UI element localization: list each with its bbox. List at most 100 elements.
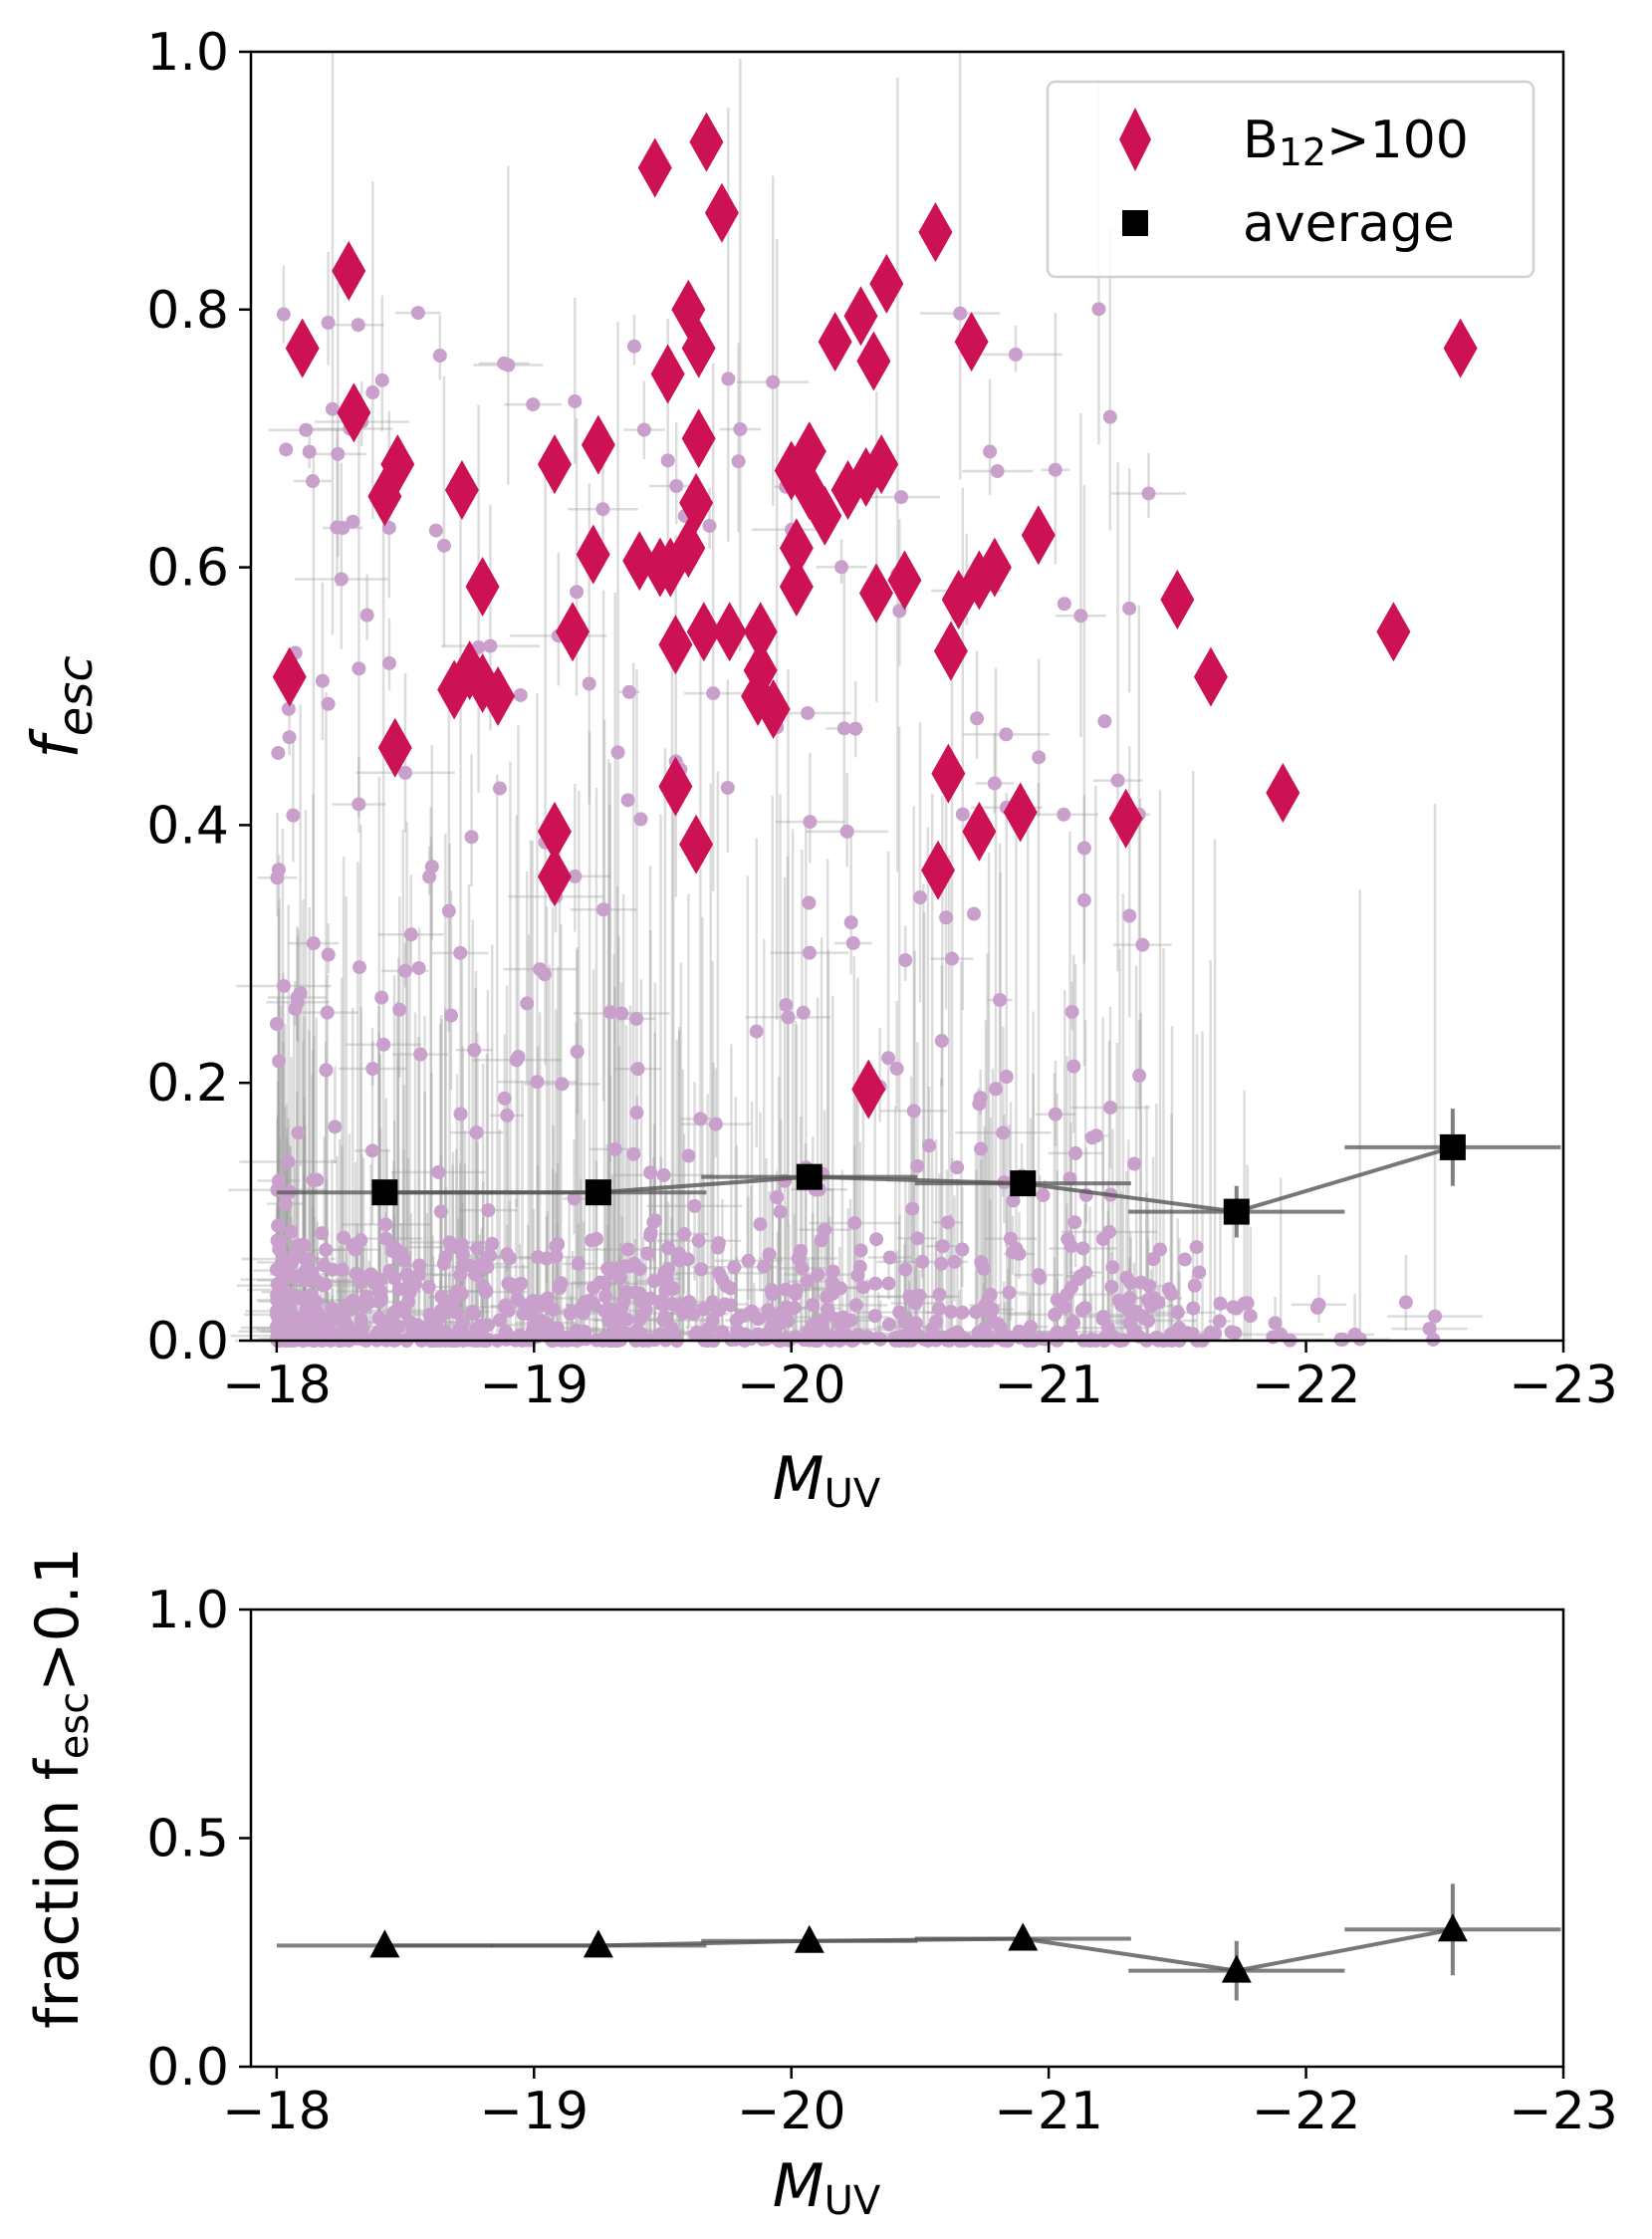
background-point <box>947 1254 962 1269</box>
background-point <box>374 990 389 1005</box>
background-point <box>710 1240 725 1255</box>
average-square-point <box>796 1163 823 1190</box>
background-point <box>302 444 317 459</box>
b12-diamond-point <box>681 408 716 469</box>
background-point <box>568 393 583 408</box>
background-point <box>969 1305 984 1320</box>
background-point <box>279 442 294 457</box>
background-point <box>321 696 336 711</box>
b12-diamond-point <box>918 202 953 263</box>
background-point <box>319 1063 334 1078</box>
b12-diamond-point <box>332 240 366 301</box>
b12-diamond-point <box>1376 602 1411 662</box>
background-point <box>806 1319 821 1334</box>
background-point <box>983 444 998 459</box>
background-point <box>346 514 360 529</box>
background-point <box>431 1164 446 1179</box>
background-point <box>731 454 746 469</box>
background-point <box>1063 1280 1078 1295</box>
background-point <box>1060 1325 1074 1340</box>
background-point <box>1076 841 1091 856</box>
bottom-y-ticks: 0.0 0.5 1.0 <box>146 1581 251 2098</box>
background-point <box>290 990 305 1005</box>
background-point <box>694 1262 709 1277</box>
background-point <box>826 1264 840 1279</box>
fraction-connector-line <box>384 1927 1454 1973</box>
b12-diamond-point <box>792 459 826 520</box>
background-point <box>1064 1004 1079 1019</box>
background-point <box>801 705 816 720</box>
background-point <box>321 947 336 962</box>
legend-square-icon <box>1122 210 1148 236</box>
background-point <box>814 1233 828 1248</box>
background-point <box>306 936 321 951</box>
background-point <box>633 1294 648 1309</box>
legend-diamond-icon <box>1119 108 1151 171</box>
b12-diamond-point <box>671 518 706 579</box>
b12-diamond-point <box>856 331 891 391</box>
background-point <box>657 1265 672 1280</box>
background-point <box>881 1276 896 1291</box>
background-point <box>328 1120 343 1134</box>
background-point <box>587 1281 601 1296</box>
background-point <box>325 1301 340 1316</box>
background-point <box>806 1298 821 1313</box>
background-point <box>336 521 351 536</box>
background-point <box>424 860 439 874</box>
background-point <box>1048 1307 1062 1322</box>
background-point <box>712 1266 727 1281</box>
background-point <box>272 1054 287 1069</box>
background-point <box>793 1243 808 1258</box>
background-point <box>944 951 959 966</box>
top-x-tick-label: −20 <box>737 1356 846 1415</box>
top-background-points <box>269 302 1443 1348</box>
background-point <box>520 996 535 1011</box>
background-point <box>546 1302 561 1317</box>
background-point <box>621 684 636 699</box>
background-point <box>955 1305 970 1320</box>
background-point <box>514 1276 529 1291</box>
background-point <box>455 1315 470 1330</box>
background-point <box>802 945 817 960</box>
background-point <box>305 1312 320 1327</box>
background-point <box>1243 1309 1258 1324</box>
bottom-y-tick-label: 0.0 <box>146 2038 229 2098</box>
b12-diamond-point <box>1443 318 1478 378</box>
legend-label-average: average <box>1243 194 1455 254</box>
fraction-triangle-point <box>369 1929 400 1958</box>
background-point <box>934 1034 949 1049</box>
background-point <box>1141 486 1156 501</box>
top-y-tick-label: 0.8 <box>146 281 229 341</box>
background-point <box>526 397 541 412</box>
background-point <box>453 1268 468 1283</box>
background-point <box>693 1112 708 1126</box>
background-point <box>1268 1316 1283 1331</box>
background-point <box>610 745 625 760</box>
background-point <box>912 890 927 905</box>
background-point <box>319 1242 334 1257</box>
background-point <box>553 1281 568 1296</box>
background-point <box>331 446 346 461</box>
top-x-tick-label: −18 <box>222 1356 332 1415</box>
background-point <box>281 701 296 716</box>
background-point <box>811 1267 826 1282</box>
background-point <box>606 1266 621 1281</box>
background-point <box>1068 1145 1083 1160</box>
b12-diamond-point <box>1003 782 1038 843</box>
background-point <box>705 1313 720 1328</box>
b12-diamond-point <box>622 531 657 592</box>
b12-diamond-point <box>537 847 572 907</box>
b12-diamond-point <box>556 602 590 662</box>
background-point <box>971 1326 986 1341</box>
background-point <box>314 1330 329 1345</box>
fraction-triangle-point <box>583 1929 613 1958</box>
background-point <box>492 1313 507 1328</box>
b12-diamond-point <box>481 666 516 726</box>
background-point <box>973 1091 988 1106</box>
background-point <box>577 1295 591 1310</box>
background-point <box>271 1173 286 1188</box>
background-point <box>669 478 684 493</box>
b12-diamond-point <box>851 1059 886 1120</box>
background-point <box>269 1017 284 1032</box>
background-point <box>1240 1296 1255 1311</box>
